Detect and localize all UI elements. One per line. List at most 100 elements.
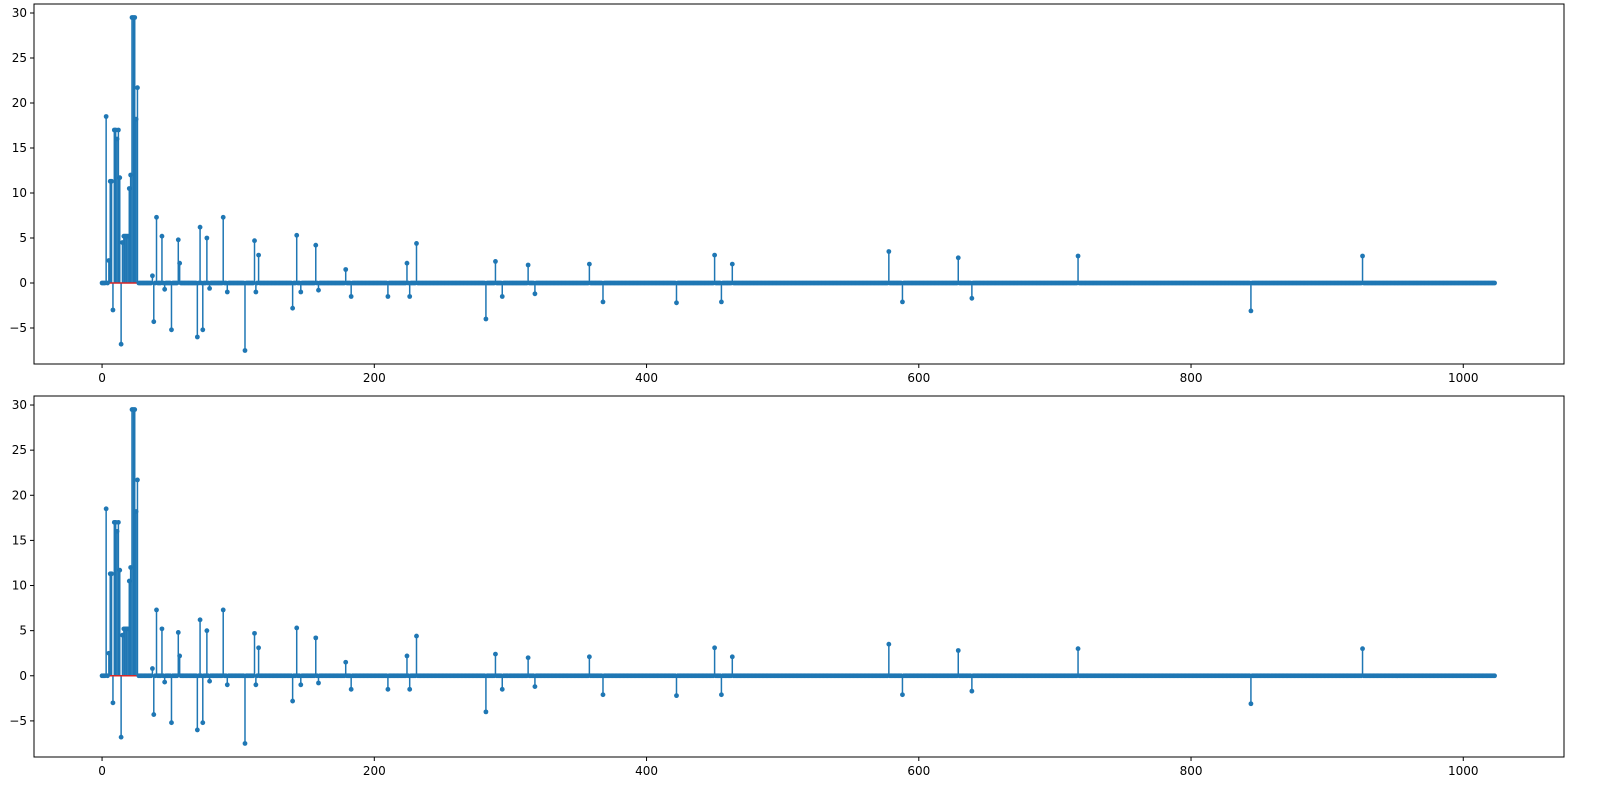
stem-marker <box>712 252 718 258</box>
stem-marker <box>316 287 321 293</box>
stem-marker <box>483 709 489 715</box>
stem-marker <box>499 686 505 692</box>
stem-marker <box>115 127 121 133</box>
stem-marker <box>343 659 349 665</box>
stem-marker <box>250 673 256 679</box>
x-tick-label: 600 <box>907 764 930 778</box>
stem-marker <box>150 666 155 671</box>
y-tick-label: 25 <box>12 443 27 457</box>
stem-marker <box>174 280 180 286</box>
stem-marker <box>125 626 131 632</box>
stem-marker <box>493 259 498 264</box>
stem-marker <box>253 289 259 295</box>
stem-marker <box>955 648 961 653</box>
x-tick-label: 600 <box>907 371 930 385</box>
stem-marker <box>674 300 679 306</box>
stem-marker <box>126 578 132 584</box>
stem-marker <box>126 186 132 191</box>
stem-marker <box>110 307 116 313</box>
stem-marker <box>294 232 300 238</box>
stem-marker <box>886 641 892 647</box>
stem-marker <box>133 509 139 514</box>
x-tick-label: 0 <box>98 764 106 778</box>
stem-marker <box>220 214 226 220</box>
x-tick-label: 200 <box>363 764 386 778</box>
stem-marker <box>162 679 168 685</box>
y-tick-label: 5 <box>19 624 27 638</box>
stem-marker <box>955 255 961 261</box>
stem-marker <box>1492 673 1497 679</box>
stem-marker <box>313 242 319 248</box>
stem-marker <box>204 628 210 634</box>
stem-marker <box>348 686 354 692</box>
stem-marker <box>133 116 139 122</box>
stem-marker <box>154 607 159 613</box>
stem-marker <box>250 280 256 286</box>
stem-marker <box>414 633 419 639</box>
stem-marker <box>148 673 154 679</box>
stem-marker <box>404 653 410 659</box>
stem-marker <box>674 693 679 699</box>
stem-marker <box>1075 646 1081 652</box>
x-tick-label: 1000 <box>1448 371 1479 385</box>
stem-marker <box>343 267 349 272</box>
stem-marker <box>197 617 203 623</box>
y-tick-label: 15 <box>12 533 27 547</box>
stem-marker <box>194 334 200 340</box>
stem-marker <box>729 261 735 267</box>
stem-marker <box>969 295 975 301</box>
stem-marker <box>407 294 413 299</box>
stem-marker <box>151 319 157 325</box>
stem-marker <box>532 291 538 297</box>
stem-marker <box>120 240 125 245</box>
stem-marker <box>224 682 230 688</box>
stem-marker <box>169 720 174 726</box>
stem-marker <box>252 238 257 244</box>
stem-marker <box>886 249 892 254</box>
stem-marker <box>109 178 114 184</box>
stem-marker <box>719 299 724 305</box>
stem-marker <box>294 625 300 631</box>
axes-frame <box>33 395 1565 758</box>
stem-marker <box>105 280 110 286</box>
stem-marker <box>207 678 212 684</box>
stem-marker <box>132 407 138 412</box>
stem-marker <box>290 698 296 704</box>
stem-marker <box>200 720 206 726</box>
stem-marker <box>348 294 354 299</box>
stem-marker <box>1075 253 1081 259</box>
stem-marker <box>118 734 124 740</box>
y-tick-label: −5 <box>9 714 27 728</box>
stem-marker <box>114 528 120 534</box>
stem-marker <box>200 327 206 333</box>
stem-marker <box>242 741 248 746</box>
stem-marker <box>256 645 261 651</box>
x-tick-label: 400 <box>635 764 658 778</box>
y-tick-label: 10 <box>12 579 27 593</box>
stem-marker <box>159 233 165 239</box>
stem-marker <box>132 15 138 20</box>
stem-marker <box>115 519 121 525</box>
stem-marker <box>197 224 203 230</box>
stem-marker <box>224 289 230 295</box>
stem-marker <box>483 316 489 322</box>
stem-marker <box>150 273 155 279</box>
x-tick-label: 0 <box>98 371 106 385</box>
stem-marker <box>103 114 109 119</box>
stem-marker <box>404 260 410 266</box>
stem-marker <box>106 650 112 656</box>
stem-marker <box>1360 253 1365 259</box>
stem-marker <box>493 651 498 657</box>
y-tick-label: 20 <box>12 488 27 502</box>
stem-marker <box>313 635 319 641</box>
stem-marker <box>128 172 134 178</box>
stem-marker <box>1248 701 1254 707</box>
stem-marker <box>207 286 212 291</box>
stem-marker <box>154 214 159 220</box>
stem-marker <box>110 700 116 706</box>
stem-marker <box>1492 280 1497 286</box>
stem-marker <box>525 655 531 661</box>
y-tick-label: 10 <box>12 186 27 200</box>
stem-marker <box>499 294 505 299</box>
stem-marker <box>407 686 413 692</box>
